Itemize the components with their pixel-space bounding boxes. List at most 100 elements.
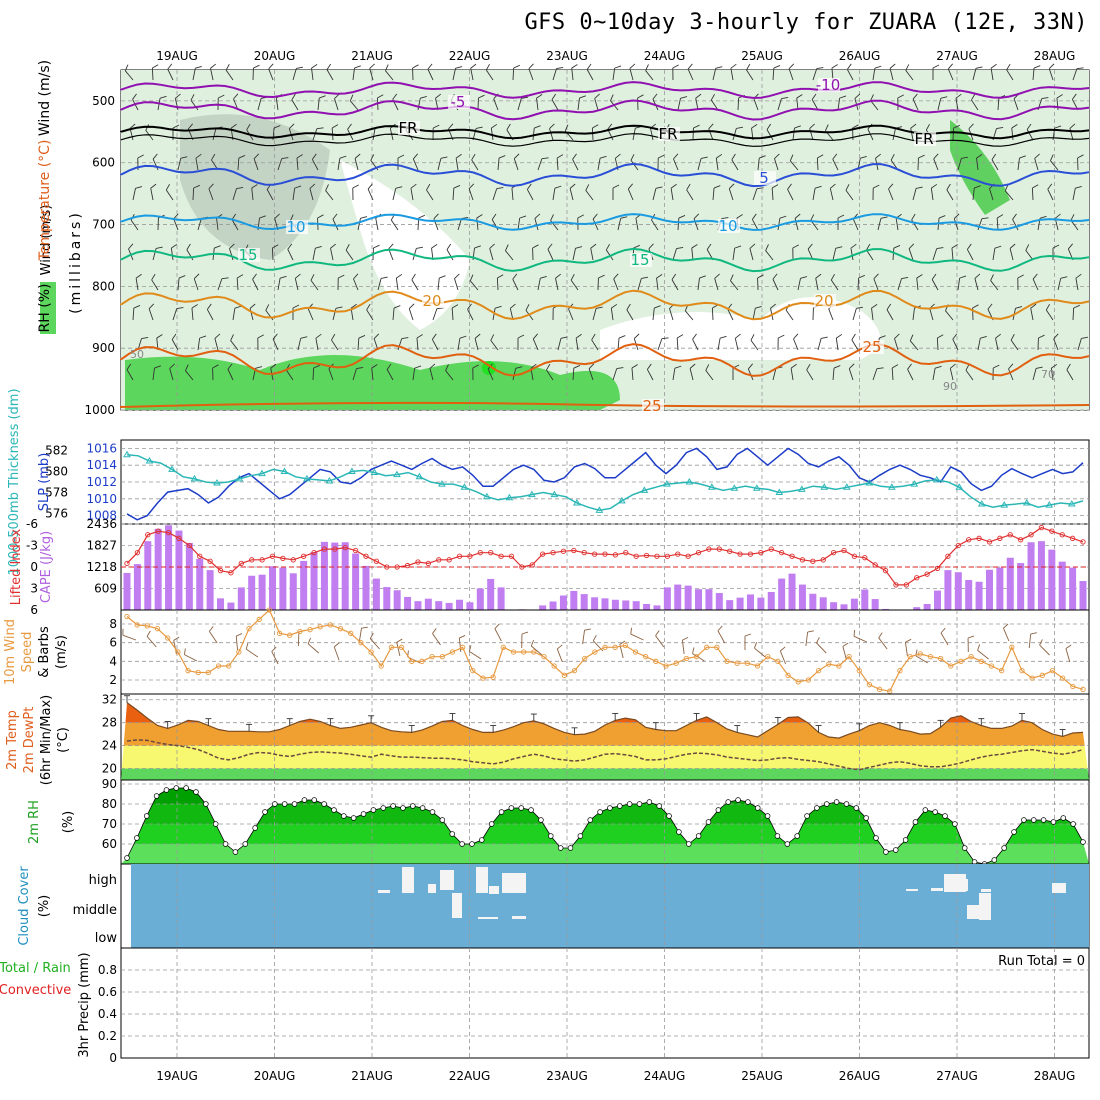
wind-barb-flag [288,123,295,129]
wind-barb-flag [171,243,178,249]
wind-barb-flag [626,303,631,310]
wind-barb-flag [686,183,691,191]
wind-barb-flag [721,217,729,220]
wind-barb [326,63,334,81]
wind-barb-staff [974,278,979,291]
wind-barb-flag [807,243,813,250]
wind-barb-staff [812,68,818,81]
wind-barb-staff [870,100,879,111]
wind-barb-staff [512,368,517,381]
surface-barb-flag [1030,632,1037,635]
cape-bar [1027,542,1035,610]
wind-barb [757,274,764,291]
surface-barb [878,632,888,650]
wind-barb [532,333,539,351]
wind-barb-staff [315,338,319,351]
li-tick: -6 [26,517,38,531]
surface-barb-staff [977,650,989,660]
wind-barb [816,154,824,171]
wind-barb-staff [287,249,294,261]
wind-barb [277,157,289,171]
wind-barb-staff [493,98,499,111]
wind-barb-flag [515,366,523,369]
wind-barb-flag [815,273,822,279]
wind-barb [186,243,194,261]
li-point [446,557,452,563]
wind-barb-flag [287,243,293,250]
wind-barb-staff [556,157,559,171]
wind-barb-flag [233,93,239,100]
li-point [217,567,224,574]
surface-barb-flag [853,629,856,637]
wind-barb-flag [253,64,260,69]
wind-barb-staff [866,249,874,261]
wind-barb [905,64,914,81]
wind-barb-flag [1015,306,1023,309]
rh-point [1001,845,1007,851]
cape-bar [310,552,318,610]
wind-barb [715,153,723,171]
wind-barb [151,273,159,291]
wind-speed-point [398,644,405,650]
cape-bar [206,570,214,610]
wind-barb-flag [356,366,364,369]
wind-barb-staff [772,368,777,381]
li-line [126,526,1084,586]
cape-tick: 609 [94,582,117,596]
thickness-point [550,490,559,498]
surface-barb-staff [915,655,928,664]
wind-barb-staff [1010,339,1019,351]
wind-barb [485,63,494,81]
surface-barb [1028,632,1037,649]
wind-barb-staff [1050,160,1059,171]
wind-barb-staff [476,218,479,231]
wind-barb-staff [952,339,959,351]
wind-barb-flag [1055,213,1061,219]
wind-barb-flag [605,243,610,251]
axis-label-wind10: Speed [20,632,35,673]
thickness-point [168,465,176,472]
wind-barb-flag [1038,334,1045,339]
wind-barb [1077,336,1088,351]
surface-barb-flag [807,630,814,633]
cape-bar [165,525,173,610]
li-point [197,553,203,559]
surface-barb-staff [1003,627,1010,642]
wind-barb [909,334,919,351]
wind-barb-flag [560,336,568,339]
wind-barb-staff [777,98,782,111]
wind-barb [337,274,345,291]
wind-barb-flag [756,187,764,190]
wind-barb [957,275,967,291]
li-point [155,528,161,534]
wind-barb-staff [794,218,799,231]
wind-barb-flag [925,123,930,131]
wind-barb-staff [132,188,136,201]
wind-barb-flag [211,153,216,161]
rh-point [449,831,455,837]
wind-barb-flag [908,243,915,249]
wind-barb-flag [996,126,1004,129]
li-point [862,555,868,561]
wind-barb [1057,276,1068,291]
rh-dry-area [340,160,470,330]
wind-barb [612,65,622,81]
wind-barb [872,367,884,381]
date-label-bottom: 23AUG [546,1069,588,1083]
wind-barb [357,216,368,231]
wind-barb-flag [490,334,495,341]
wind-barb [837,95,847,111]
wind-barb-flag [814,185,822,189]
axis-label-rh2m: 2m RH [27,800,42,844]
wind-barb-staff [1053,338,1059,351]
wind-speed-point [256,616,262,622]
wind-barb-staff [850,248,854,261]
surface-barb-staff [779,650,787,665]
wind-barb-flag [373,333,380,339]
wind-barb-flag [991,153,997,160]
li-point [134,550,141,556]
wind-barb [429,363,436,381]
wind-speed-point [205,669,212,676]
wind-barb [966,243,974,261]
wind-barb-staff [492,188,498,201]
